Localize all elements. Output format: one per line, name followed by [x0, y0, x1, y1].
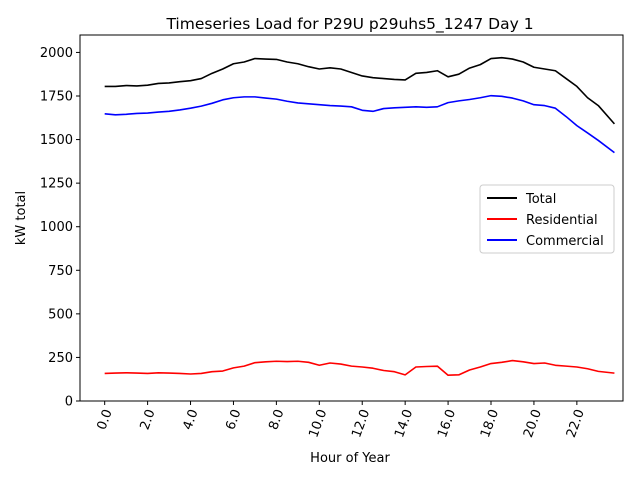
axes-frame [79, 34, 624, 402]
x-tick-label: 22.0 [564, 407, 588, 439]
series-line-residential [104, 359, 615, 377]
x-tick-label: 4.0 [180, 407, 201, 432]
x-axis-ticks: 0.0 2.0 4.0 6.0 8.0 10.0 12.0 14.0 16.0 18.0 20.0 2… [95, 401, 588, 440]
series-line-total [104, 56, 616, 125]
x-tick-label: 16.0 [435, 407, 459, 439]
y-tick-label: 1750 [40, 90, 73, 105]
x-tick-label: 10.0 [306, 407, 330, 439]
y-tick-label: 0 [65, 395, 73, 410]
legend-box [479, 184, 615, 254]
x-tick-label: 14.0 [392, 407, 416, 439]
x-tick-label: 0.0 [95, 407, 116, 432]
y-tick-label: 2000 [40, 46, 73, 61]
x-tick-label: 8.0 [266, 407, 287, 432]
x-axis-title: Hour of Year [310, 451, 390, 466]
x-tick-label: 2.0 [137, 407, 158, 432]
y-tick-label: 1500 [40, 133, 73, 148]
y-tick-label: 1250 [40, 177, 73, 192]
y-tick-label: 250 [48, 351, 73, 366]
x-tick-label: 6.0 [223, 407, 244, 432]
y-tick-label: 1000 [40, 220, 73, 235]
y-axis-title: kW total [14, 191, 29, 245]
y-tick-label: 500 [48, 307, 73, 322]
legend-label-total: Total [525, 192, 556, 207]
x-tick-label: 12.0 [349, 407, 373, 439]
plot-lines [104, 56, 616, 377]
legend: Total Residential Commercial [479, 184, 615, 254]
legend-label-residential: Residential [526, 213, 598, 228]
legend-label-commercial: Commercial [526, 234, 604, 249]
x-tick-label: 18.0 [478, 407, 502, 439]
y-axis-ticks: 0 250 500 750 1000 1250 1500 1750 2000 [40, 46, 80, 410]
y-tick-label: 750 [48, 264, 73, 279]
series-line-commercial [104, 94, 615, 154]
chart-title: Timeseries Load for P29U p29uhs5_1247 Da… [165, 15, 533, 34]
x-tick-label: 20.0 [521, 407, 545, 439]
